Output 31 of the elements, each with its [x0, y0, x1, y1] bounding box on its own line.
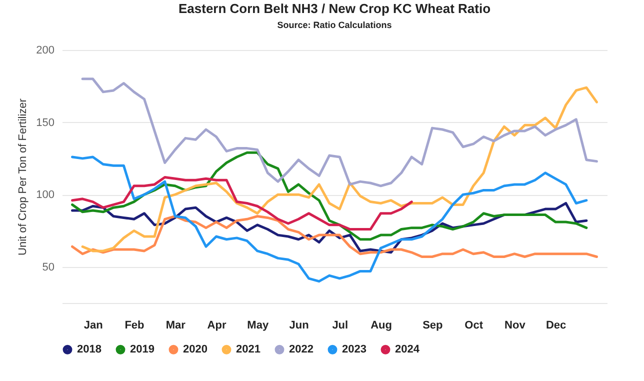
legend-label: 2022	[289, 344, 314, 356]
legend-label: 2023	[342, 344, 366, 356]
x-tick-label: Jun	[289, 320, 310, 332]
y-tick-label: 100	[36, 189, 54, 202]
legend-label: 2020	[183, 344, 208, 356]
x-tick-label: Oct	[464, 320, 484, 332]
line-series	[71, 156, 588, 283]
y-tick-label: 150	[36, 116, 54, 129]
y-tick-label: 50	[42, 261, 54, 274]
y-axis-title: Unit of Crop Per Ton of Fertilizer	[17, 98, 30, 256]
line-series	[81, 78, 598, 188]
x-tick-label: May	[247, 320, 270, 332]
x-tick-label: Apr	[207, 320, 227, 332]
legend-label: 2019	[130, 344, 154, 356]
legend-label: 2021	[236, 344, 260, 356]
x-tick-label: Dec	[546, 320, 566, 332]
x-tick-label: Mar	[166, 320, 186, 332]
line-series	[71, 176, 413, 231]
x-tick-label: Sep	[422, 320, 444, 332]
y-tick-label: 200	[36, 44, 54, 56]
line-series	[81, 86, 598, 252]
x-tick-label: Jan	[84, 320, 104, 332]
chart-subtitle: Source: Ratio Calculations	[277, 20, 392, 30]
legend-label: 2024	[395, 344, 420, 356]
legend-label: 2018	[77, 344, 102, 356]
x-tick-label: Nov	[504, 320, 526, 332]
x-tick-label: Feb	[124, 320, 145, 332]
line-series	[71, 215, 598, 258]
x-tick-label: Jul	[332, 320, 348, 332]
x-tick-label: Aug	[370, 320, 392, 332]
chart-title: Eastern Corn Belt NH3 / New Crop KC Wheat Ratio	[178, 1, 491, 16]
